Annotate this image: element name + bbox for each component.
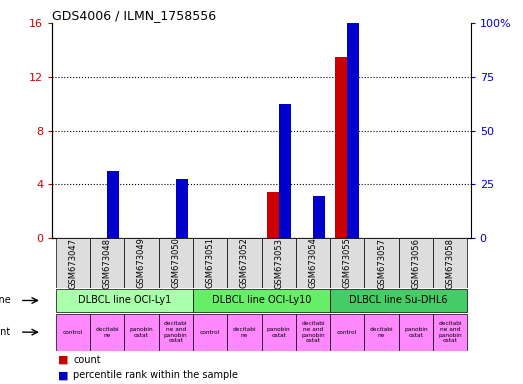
Bar: [296, 238, 330, 288]
Bar: [124, 238, 158, 288]
Text: count: count: [73, 355, 101, 365]
Bar: [365, 238, 399, 288]
Bar: [330, 238, 365, 288]
Bar: [313, 196, 325, 238]
Text: DLBCL line OCI-Ly1: DLBCL line OCI-Ly1: [78, 295, 171, 306]
Text: control: control: [337, 329, 357, 335]
Text: GSM673049: GSM673049: [137, 238, 146, 288]
Bar: [193, 289, 330, 312]
Bar: [176, 179, 188, 238]
Text: decitabi
ne: decitabi ne: [233, 327, 256, 338]
Bar: [227, 314, 262, 351]
Bar: [262, 314, 296, 351]
Bar: [56, 314, 90, 351]
Text: agent: agent: [0, 327, 10, 337]
Text: GSM673057: GSM673057: [377, 238, 386, 288]
Bar: [193, 314, 227, 351]
Text: GSM673050: GSM673050: [171, 238, 180, 288]
Bar: [124, 314, 158, 351]
Text: panobin
ostat: panobin ostat: [404, 327, 428, 338]
Bar: [330, 314, 365, 351]
Text: GSM673047: GSM673047: [69, 238, 77, 288]
Text: control: control: [63, 329, 83, 335]
Text: GSM673052: GSM673052: [240, 238, 249, 288]
Text: decitabi
ne and
panobin
ostat: decitabi ne and panobin ostat: [301, 321, 325, 343]
Bar: [365, 314, 399, 351]
Bar: [90, 238, 124, 288]
Bar: [347, 0, 359, 238]
Text: panobin
ostat: panobin ostat: [267, 327, 290, 338]
Bar: [433, 314, 467, 351]
Text: GSM673055: GSM673055: [343, 238, 352, 288]
Bar: [158, 238, 193, 288]
Text: GSM673058: GSM673058: [446, 238, 454, 288]
Text: GSM673053: GSM673053: [274, 238, 283, 288]
Text: GSM673048: GSM673048: [103, 238, 112, 288]
Text: decitabi
ne and
panobin
ostat: decitabi ne and panobin ostat: [164, 321, 188, 343]
Bar: [56, 238, 90, 288]
Text: GSM673056: GSM673056: [411, 238, 420, 288]
Text: ■: ■: [58, 370, 68, 380]
Text: percentile rank within the sample: percentile rank within the sample: [73, 370, 238, 380]
Text: DLBCL line Su-DHL6: DLBCL line Su-DHL6: [349, 295, 448, 306]
Bar: [399, 238, 433, 288]
Bar: [107, 171, 119, 238]
Bar: [279, 104, 291, 238]
Bar: [193, 238, 227, 288]
Text: decitabi
ne and
panobin
ostat: decitabi ne and panobin ostat: [438, 321, 462, 343]
Bar: [262, 238, 296, 288]
Text: ■: ■: [58, 355, 68, 365]
Bar: [158, 314, 193, 351]
Text: GSM673054: GSM673054: [309, 238, 317, 288]
Text: decitabi
ne: decitabi ne: [95, 327, 119, 338]
Bar: [227, 238, 262, 288]
Bar: [330, 289, 467, 312]
Text: GDS4006 / ILMN_1758556: GDS4006 / ILMN_1758556: [52, 9, 217, 22]
Text: cell line: cell line: [0, 295, 10, 306]
Text: control: control: [200, 329, 220, 335]
Bar: [90, 314, 124, 351]
Bar: [335, 57, 347, 238]
Bar: [267, 192, 279, 238]
Text: panobin
ostat: panobin ostat: [130, 327, 153, 338]
Bar: [296, 314, 330, 351]
Bar: [399, 314, 433, 351]
Bar: [56, 289, 193, 312]
Text: GSM673051: GSM673051: [206, 238, 214, 288]
Text: decitabi
ne: decitabi ne: [370, 327, 393, 338]
Bar: [433, 238, 467, 288]
Text: DLBCL line OCI-Ly10: DLBCL line OCI-Ly10: [212, 295, 311, 306]
